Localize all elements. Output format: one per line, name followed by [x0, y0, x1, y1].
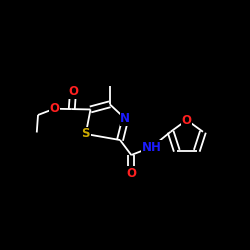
Text: O: O: [49, 102, 59, 115]
Text: NH: NH: [142, 140, 162, 153]
Text: O: O: [68, 85, 78, 98]
Text: O: O: [182, 114, 192, 126]
Text: S: S: [82, 128, 90, 140]
Text: O: O: [126, 166, 136, 179]
Text: N: N: [120, 112, 130, 125]
